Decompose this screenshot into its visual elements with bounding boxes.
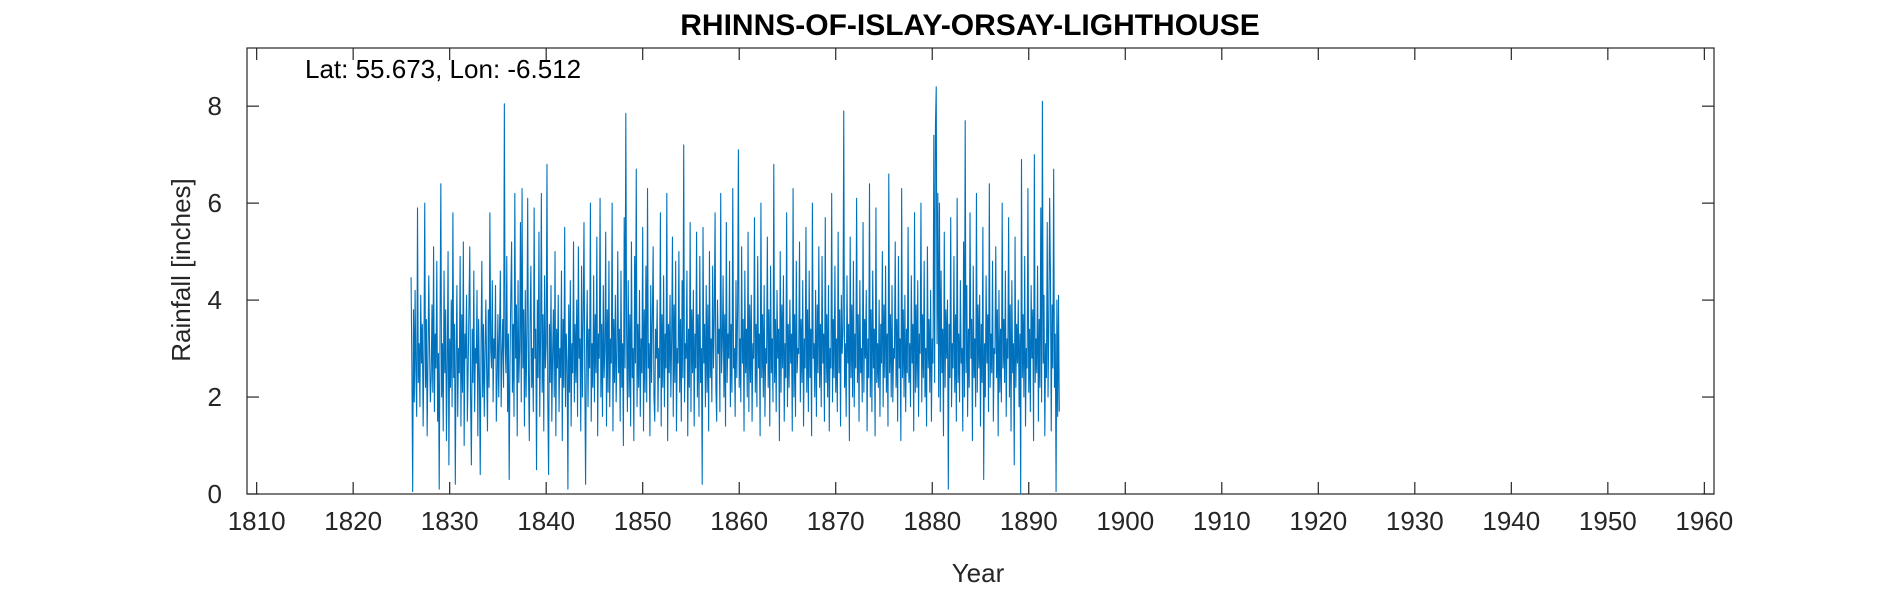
y-tick-label: 4 — [208, 285, 222, 315]
x-tick-label: 1900 — [1096, 506, 1154, 536]
x-tick-label: 1810 — [228, 506, 286, 536]
y-tick-label: 0 — [208, 479, 222, 509]
x-tick-label: 1890 — [1000, 506, 1058, 536]
x-tick-label: 1940 — [1482, 506, 1540, 536]
x-tick-label: 1830 — [421, 506, 479, 536]
location-annotation: Lat: 55.673, Lon: -6.512 — [305, 54, 581, 84]
y-tick-label: 8 — [208, 91, 222, 121]
x-tick-label: 1840 — [517, 506, 575, 536]
x-tick-label: 1870 — [807, 506, 865, 536]
x-tick-label: 1820 — [324, 506, 382, 536]
x-tick-label: 1950 — [1579, 506, 1637, 536]
chart-title: RHINNS-OF-ISLAY-ORSAY-LIGHTHOUSE — [680, 9, 1260, 42]
x-tick-label: 1910 — [1193, 506, 1251, 536]
plot-area-frame — [246, 47, 1715, 495]
x-axis-label: Year — [952, 558, 1005, 588]
rainfall-series-line — [410, 86, 1060, 495]
y-tick-label: 2 — [208, 382, 222, 412]
x-tick-label: 1920 — [1289, 506, 1347, 536]
x-tick-label: 1880 — [903, 506, 961, 536]
x-tick-label: 1860 — [710, 506, 768, 536]
x-tick-label: 1930 — [1386, 506, 1444, 536]
y-axis-ticks: 0 2 4 6 8 — [208, 91, 1714, 509]
y-tick-label: 6 — [208, 188, 222, 218]
series-group — [410, 86, 1060, 495]
x-axis-ticks: 1810 1820 1830 1840 1850 1860 1870 1880 1890 1900… — [228, 48, 1733, 536]
y-axis-label: Rainfall [inches] — [166, 178, 196, 362]
x-tick-label: 1960 — [1675, 506, 1733, 536]
x-tick-label: 1850 — [614, 506, 672, 536]
